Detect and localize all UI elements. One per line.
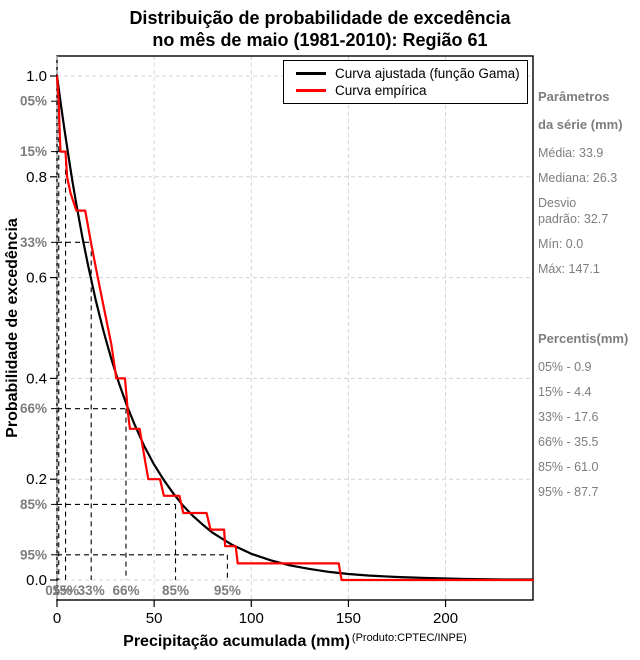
y-axis-title: Probabilidade de excedência — [4, 218, 21, 438]
param-item: Média: 33.9 — [538, 146, 604, 160]
x-axis-title: Precipitação acumulada (mm) (Produto:CPT… — [57, 632, 533, 651]
percentile-x-label-85%: 85% — [162, 583, 189, 598]
empirical-line-swatch — [296, 89, 326, 92]
chart-title-line1: Distribuição de probabilidade de excedên… — [129, 8, 511, 28]
product-credit: (Produto:CPTEC/INPE) — [351, 632, 467, 644]
percentil-item: 05% - 0.9 — [538, 360, 592, 374]
param-item: Mediana: 26.3 — [538, 171, 618, 185]
percentile-x-label-95%: 95% — [214, 583, 241, 598]
percentile-x-label-66%: 66% — [112, 583, 139, 598]
percentile-x-label-05%: 05% — [45, 583, 72, 598]
x-tick-label: 150 — [336, 610, 361, 627]
y-tick-label: 0.6 — [26, 270, 47, 287]
params-title-line2: da série (mm) — [538, 117, 623, 132]
param-item: Máx: 147.1 — [538, 262, 600, 276]
percentil-item: 66% - 35.5 — [538, 435, 599, 449]
empirical-curve-path — [55, 74, 535, 582]
percentis-list: 05% - 0.9 15% - 4.4 33% - 17.6 66% - 35.5 85… — [538, 359, 637, 500]
chart-title-line2: no mês de maio (1981-2010): Região 61 — [152, 30, 488, 50]
percentil-item: 85% - 61.0 — [538, 460, 599, 474]
y-tick-label: 0.8 — [26, 169, 47, 186]
plot-border — [56, 55, 534, 601]
y-tick-label: 0.4 — [26, 370, 47, 387]
percentile-y-label-15%: 15% — [20, 144, 47, 159]
param-item: Desvio padrão: 32.7 — [538, 196, 609, 226]
percentil-item: 15% - 4.4 — [538, 385, 592, 399]
percentil-item: 95% - 87.7 — [538, 485, 599, 499]
param-item: Mín: 0.0 — [538, 237, 584, 251]
percentile-y-label-95%: 95% — [20, 547, 47, 562]
fitted-curve-path — [55, 74, 535, 581]
percentile-y-label-33%: 33% — [20, 235, 47, 250]
x-tick-label: 0 — [53, 610, 61, 627]
y-tick-label: 0.2 — [26, 471, 47, 488]
legend-label-fitted: Curva ajustada (função Gama) — [335, 66, 520, 81]
legend: Curva ajustada (função Gama) Curva empír… — [283, 60, 528, 104]
legend-item-fitted: Curva ajustada (função Gama) — [296, 65, 527, 82]
params-list: Média: 33.9 Mediana: 26.3 Desvio padrão: 3… — [538, 145, 637, 277]
percentile-x-label-15%: 15% — [52, 583, 79, 598]
x-tick-label: 50 — [146, 610, 163, 627]
y-tick-label: 0.0 — [26, 572, 47, 589]
fitted-line-swatch — [296, 72, 326, 75]
x-axis-title-text: Precipitação acumulada (mm) — [123, 633, 350, 650]
y-tick-label: 1.0 — [26, 68, 47, 85]
legend-label-empirical: Curva empírica — [335, 83, 427, 98]
x-tick-label: 200 — [433, 610, 458, 627]
stats-panel: Parâmetros da série (mm) Média: 33.9 Medi… — [538, 89, 637, 509]
percentis-title: Percentis(mm) — [538, 331, 629, 346]
percentile-y-label-85%: 85% — [20, 497, 47, 512]
percentile-y-label-05%: 05% — [20, 94, 47, 109]
percentil-item: 33% - 17.6 — [538, 410, 599, 424]
legend-item-empirical: Curva empírica — [296, 82, 527, 99]
percentile-y-label-66%: 66% — [20, 401, 47, 416]
params-title-line1: Parâmetros — [538, 89, 610, 104]
percentile-x-label-33%: 33% — [78, 583, 105, 598]
x-tick-label: 100 — [239, 610, 264, 627]
chart-title: Distribuição de probabilidade de excedên… — [0, 7, 640, 51]
